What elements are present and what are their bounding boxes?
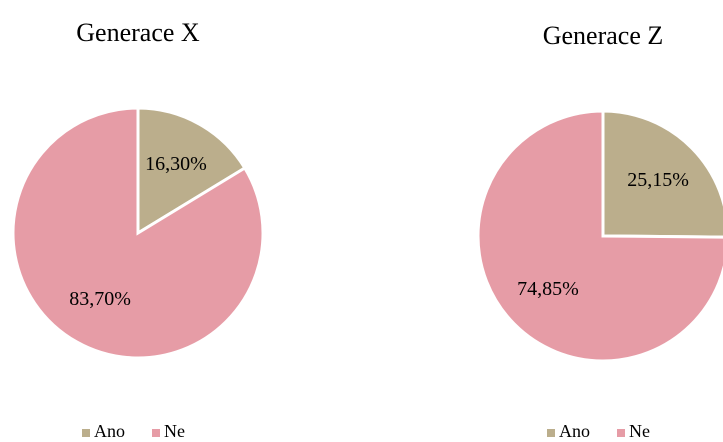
legend-swatch [152, 429, 160, 437]
legend-swatch [547, 429, 555, 437]
data-label: 25,15% [627, 169, 689, 191]
chart-title: Generace Z [543, 21, 664, 50]
pie-slice [476, 109, 723, 363]
legend-label: Ne [629, 421, 650, 441]
pie-slice [601, 109, 723, 239]
legend-label: Ano [94, 421, 125, 441]
pie-slice [136, 106, 247, 236]
legend-swatch [82, 429, 90, 437]
legend-label: Ano [559, 421, 590, 441]
data-label: 83,70% [69, 288, 131, 310]
pie-slice [11, 106, 265, 360]
legend-swatch [617, 429, 625, 437]
chart-title: Generace X [76, 18, 200, 47]
legend-label: Ne [164, 421, 185, 441]
data-label: 74,85% [517, 278, 579, 300]
data-label: 16,30% [145, 153, 207, 175]
